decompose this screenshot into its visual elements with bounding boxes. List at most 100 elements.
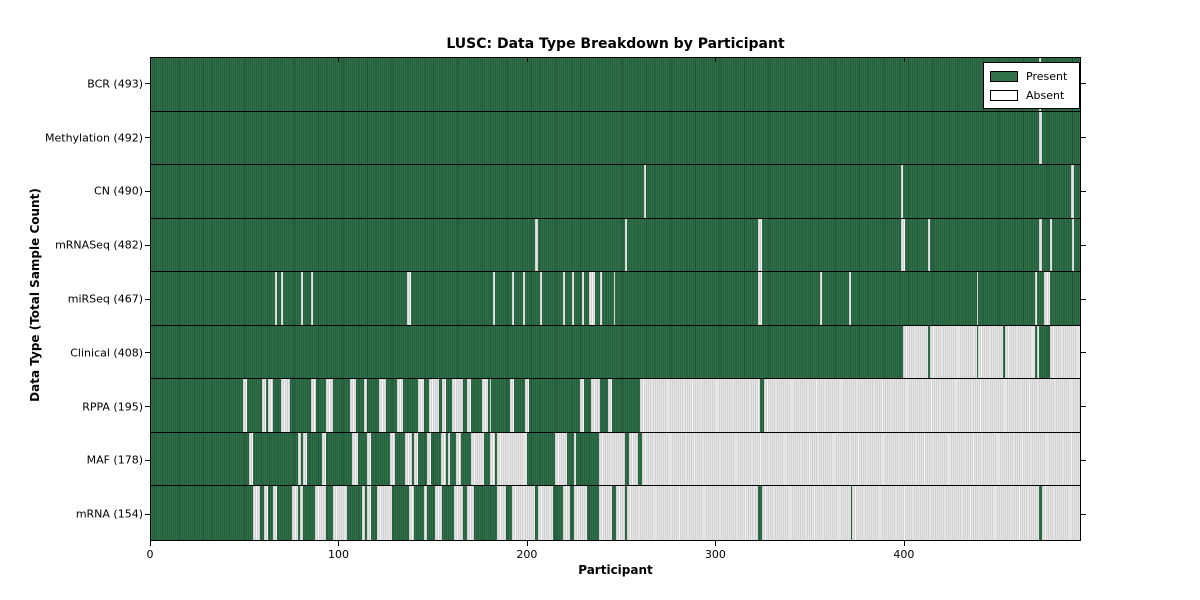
y-tick-label-mRNASeq: mRNASeq (482) <box>55 238 143 252</box>
row-MAF <box>151 432 1080 487</box>
absent-segment <box>758 218 763 272</box>
absent-segment <box>598 432 625 486</box>
absent-segment <box>367 486 371 540</box>
x-tick <box>150 541 151 546</box>
absent-segment <box>297 432 302 486</box>
row-RPPA <box>151 379 1080 433</box>
absent-segment <box>903 325 928 379</box>
absent-segment <box>525 379 529 432</box>
absent-segment <box>1049 325 1080 379</box>
absent-segment <box>1044 272 1050 325</box>
absent-segment <box>1038 111 1043 165</box>
absent-segment <box>440 432 447 486</box>
y-tick <box>145 352 150 354</box>
absent-segment <box>418 379 424 432</box>
absent-segment <box>927 218 930 272</box>
absent-segment <box>325 379 334 432</box>
absent-segment <box>848 272 851 325</box>
absent-segment <box>1038 218 1043 272</box>
y-tick <box>1081 406 1086 408</box>
absent-segment <box>252 486 261 540</box>
absent-segment <box>641 432 1080 486</box>
absent-segment <box>310 379 317 432</box>
absent-segment <box>299 486 304 540</box>
absent-segment <box>562 272 565 325</box>
absent-segment <box>378 379 387 432</box>
absent-segment <box>512 272 514 325</box>
absent-segment <box>470 432 484 486</box>
y-tick-label-MAF: MAF (178) <box>86 453 143 467</box>
absent-segment <box>429 379 439 432</box>
absent-segment <box>598 486 612 540</box>
absent-segment <box>333 486 347 540</box>
absent-segment <box>406 272 411 325</box>
absent-segment <box>1042 486 1080 540</box>
y-tick <box>1081 459 1086 461</box>
y-tick <box>1081 513 1086 515</box>
absent-segment <box>978 325 1003 379</box>
absent-segment <box>466 379 471 432</box>
absent-segment <box>643 165 646 218</box>
x-tick-label: 400 <box>893 548 915 561</box>
absent-segment <box>1004 325 1035 379</box>
y-tick <box>145 513 150 515</box>
absent-segment <box>626 486 759 540</box>
y-tick-label-Methylation: Methylation (492) <box>45 131 143 145</box>
row-BCR <box>151 58 1080 112</box>
absent-segment <box>574 432 576 486</box>
legend: Present Absent <box>983 62 1080 109</box>
plot-area <box>150 57 1081 541</box>
y-tick-label-miRSeq: miRSeq (467) <box>67 292 143 306</box>
absent-segment <box>562 486 571 540</box>
absent-segment <box>489 432 496 486</box>
absent-segment <box>615 486 625 540</box>
absent-segment <box>901 165 904 218</box>
y-tick <box>145 459 150 461</box>
absent-segment <box>280 272 283 325</box>
absent-segment <box>361 486 366 540</box>
absent-segment <box>352 432 358 486</box>
absent-segment <box>574 486 588 540</box>
absent-segment <box>762 486 851 540</box>
absent-segment <box>243 379 247 432</box>
absent-segment <box>1034 272 1037 325</box>
absent-segment <box>607 379 612 432</box>
absent-segment <box>540 272 543 325</box>
absent-segment <box>451 379 464 432</box>
absent-segment <box>453 486 464 540</box>
y-tick <box>1081 244 1086 246</box>
absent-segment <box>624 218 627 272</box>
row-mRNASeq <box>151 218 1080 273</box>
absent-segment <box>466 486 475 540</box>
absent-segment <box>581 272 584 325</box>
y-tick <box>145 83 150 85</box>
y-tick <box>145 190 150 192</box>
absent-segment <box>442 379 447 432</box>
x-tick <box>526 541 528 546</box>
absent-segment <box>434 486 443 540</box>
absent-segment <box>1072 218 1075 272</box>
y-tick-label-RPPA: RPPA (195) <box>82 400 143 414</box>
absent-segment <box>1049 218 1052 272</box>
absent-segment <box>292 486 298 540</box>
absent-segment <box>589 272 595 325</box>
absent-segment <box>534 218 539 272</box>
y-tick <box>145 244 150 246</box>
y-tick <box>145 137 150 139</box>
absent-segment <box>310 272 313 325</box>
y-tick <box>1081 298 1086 300</box>
x-axis-label: Participant <box>578 563 653 577</box>
absent-segment <box>267 379 274 432</box>
x-tick <box>150 58 151 62</box>
absent-segment <box>555 432 567 486</box>
absent-segment <box>639 379 761 432</box>
row-CN <box>151 165 1080 219</box>
x-tick <box>526 58 528 62</box>
y-tick <box>1081 137 1086 139</box>
absent-segment <box>764 379 1080 432</box>
absent-segment <box>820 272 823 325</box>
absent-segment <box>510 379 514 432</box>
x-tick <box>338 58 340 62</box>
row-mRNA <box>151 486 1080 540</box>
legend-label: Present <box>1026 70 1068 83</box>
